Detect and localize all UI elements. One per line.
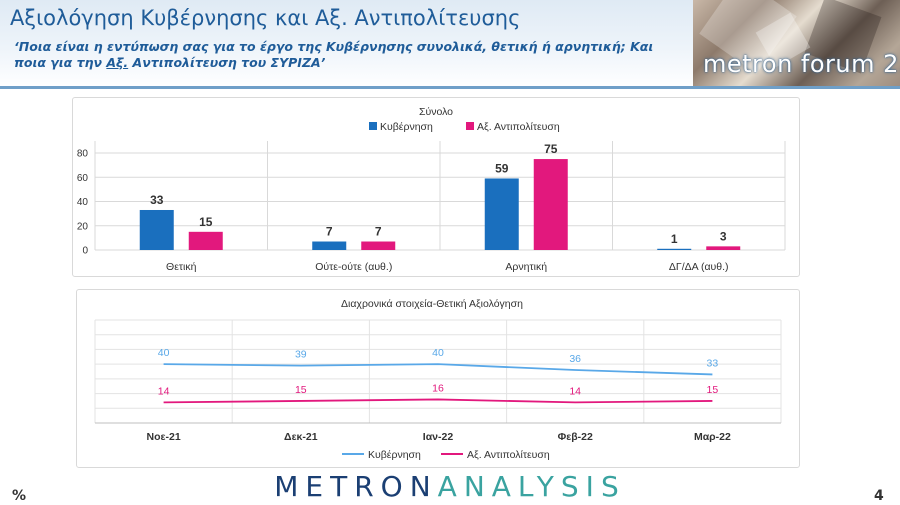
data-label: 39 [295, 349, 307, 361]
chart-title: Σύνολο [419, 106, 453, 118]
x-category-label: Ιαν-22 [423, 431, 454, 443]
data-label: 33 [707, 357, 719, 369]
series-line-1 [163, 398, 713, 404]
legend-label-1: Αξ. Αντιπολίτευση [467, 449, 550, 461]
data-label: 40 [432, 347, 444, 359]
data-label: 15 [199, 215, 213, 229]
x-category-label: Μαρ-22 [694, 431, 731, 443]
data-label: 1 [671, 232, 678, 246]
x-category-label: Αρνητική [505, 261, 547, 273]
brand-analysis: ANALYSIS [437, 470, 626, 503]
metron-analysis-logo: METRONANALYSIS [0, 470, 900, 503]
page-number: 4 [874, 488, 884, 504]
y-tick-label: 80 [77, 149, 89, 160]
data-label: 36 [569, 353, 581, 365]
bar-chart: Σύνολο Κυβέρνηση Αξ. Αντιπολίτευση 0 20 40 60 8… [77, 106, 786, 273]
x-category-label: ΔΓ/ΔΑ (αυθ.) [669, 261, 729, 273]
data-label: 75 [544, 142, 558, 156]
legend-swatch-1 [466, 122, 474, 130]
data-label: 16 [432, 382, 444, 394]
data-label: 15 [295, 384, 307, 396]
y-tick-label: 60 [77, 173, 89, 184]
header-divider [0, 86, 900, 89]
page-subtitle: ‘Ποια είναι η εντύπωση σας για το έργο τ… [14, 39, 684, 71]
data-label: 7 [326, 225, 333, 239]
data-label: 59 [495, 161, 509, 175]
data-label: 33 [150, 193, 164, 207]
line-chart-panel: Διαχρονικά στοιχεία-Θετική Αξιολόγηση 40 3… [76, 289, 800, 468]
bar-0-0 [139, 209, 174, 250]
legend-swatch-0 [369, 122, 377, 130]
subtitle-text-1: ‘Ποια είναι η εντύπωση σας για το έργο τ… [14, 39, 654, 70]
line-chart: Διαχρονικά στοιχεία-Θετική Αξιολόγηση 40 3… [94, 298, 782, 461]
x-category-label: Δεκ-21 [284, 431, 318, 443]
series-line-0 [163, 363, 713, 376]
brand-metron: METRON [274, 470, 438, 503]
chart-title: Διαχρονικά στοιχεία-Θετική Αξιολόγηση [341, 298, 523, 310]
x-category-label: Θετική [166, 261, 197, 273]
x-category-label: Φεβ-22 [558, 431, 593, 443]
legend-label-0: Κυβέρνηση [368, 449, 421, 461]
logo-photo [693, 0, 900, 86]
data-label: 40 [158, 347, 170, 359]
bar-chart-panel: Σύνολο Κυβέρνηση Αξ. Αντιπολίτευση 0 20 40 60 8… [72, 97, 800, 277]
bar-1-0 [188, 231, 223, 250]
x-category-label: Νοε-21 [147, 431, 181, 443]
page-title: Αξιολόγηση Κυβέρνησης και Αξ. Αντιπολίτε… [10, 6, 521, 30]
percent-sign: % [12, 488, 27, 504]
bar-0-2 [484, 178, 519, 250]
data-label: 14 [158, 385, 170, 397]
bar-0-3 [657, 248, 692, 250]
bar-1-1 [361, 241, 396, 250]
data-label: 14 [569, 385, 581, 397]
y-tick-label: 0 [82, 246, 88, 257]
bar-0-1 [312, 241, 347, 250]
bar-1-3 [706, 246, 741, 250]
data-label: 3 [720, 229, 727, 243]
subtitle-text-2: Αντιπολίτευση του ΣΥΡΙΖΑ’ [128, 55, 326, 70]
subtitle-text-underlined: Αξ. [106, 55, 129, 70]
data-label: 15 [707, 384, 719, 396]
legend-label-0: Κυβέρνηση [380, 121, 433, 133]
y-tick-label: 20 [77, 221, 89, 232]
x-category-label: Ούτε-ούτε (αυθ.) [315, 261, 392, 273]
data-label: 7 [375, 225, 382, 239]
bar-1-2 [533, 159, 568, 250]
metron-forum-logo: metron forum 2.0 [703, 50, 900, 78]
legend-label-1: Αξ. Αντιπολίτευση [477, 121, 560, 133]
y-tick-label: 40 [77, 197, 89, 208]
